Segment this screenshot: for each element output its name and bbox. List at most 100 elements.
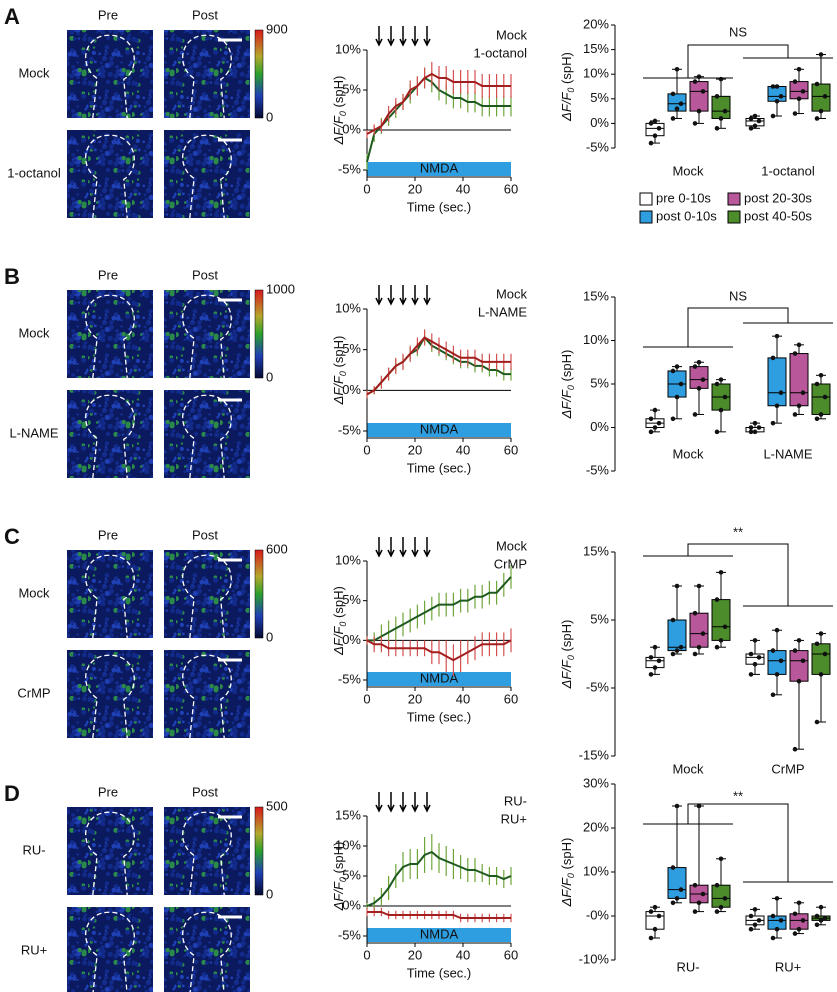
data-point: [700, 89, 706, 94]
data-point: [648, 121, 654, 126]
image: [67, 130, 153, 218]
image: [67, 907, 153, 992]
data-point: [696, 803, 702, 809]
x-axis-label: Time (sec.): [407, 199, 472, 214]
stimulus-arrow: [423, 285, 431, 306]
significance-bracket: [643, 803, 833, 883]
trace-line: [367, 576, 512, 642]
x-tick-label: 0: [363, 181, 370, 196]
stimulus-bar: [367, 162, 511, 176]
x-tick-label: 60: [504, 442, 518, 457]
data-point: [796, 926, 802, 932]
data-point: [670, 368, 676, 374]
colorbar-tick-label: 900: [266, 21, 288, 36]
stimulus-arrow: [387, 26, 395, 47]
data-point: [648, 429, 654, 435]
data-point: [792, 648, 798, 653]
data-point: [722, 108, 728, 114]
row-label: RU-: [22, 842, 45, 857]
box: [667, 867, 687, 899]
box: [767, 357, 787, 407]
data-point: [696, 108, 702, 114]
data-point: [792, 111, 798, 116]
data-point: [718, 570, 724, 575]
legend-swatch: [639, 210, 653, 224]
stimulus-arrow: [399, 285, 407, 306]
image: [164, 390, 250, 478]
group-label: RU+: [775, 959, 801, 974]
y-axis-label: ΔF/F0 (spH): [331, 586, 348, 656]
colorbar-tick-label: 0: [266, 886, 273, 901]
data-point: [818, 108, 824, 114]
data-point: [652, 425, 658, 430]
data-point: [674, 364, 680, 369]
legend-entry: L-NAME: [478, 304, 527, 319]
y-axis-label: ΔF/F0 (spH): [559, 52, 576, 122]
data-point: [652, 904, 658, 910]
y-tick-label: -5%: [586, 679, 610, 694]
data-point: [714, 126, 720, 131]
stimulus-arrow: [423, 26, 431, 47]
data-point: [652, 665, 658, 670]
significance-bracket: [643, 44, 833, 79]
stimulus-arrow: [411, 792, 419, 813]
data-point: [818, 918, 824, 923]
data-point: [656, 913, 662, 919]
box: [711, 599, 731, 641]
data-point: [656, 126, 662, 131]
data-point: [670, 416, 676, 422]
data-point: [792, 412, 798, 417]
data-point: [748, 429, 754, 435]
data-point: [718, 407, 724, 413]
x-axis-label: Time (sec.): [407, 965, 472, 980]
significance-label: **: [733, 788, 743, 803]
colorbar: [254, 549, 264, 639]
column-label: Pre: [98, 7, 118, 22]
data-point: [748, 425, 754, 430]
legend-entry: pre 0-10s: [656, 190, 711, 205]
data-point: [748, 116, 754, 121]
group-label: 1-octanol: [761, 163, 815, 178]
data-point: [648, 672, 654, 677]
data-point: [674, 66, 680, 72]
data-point: [770, 355, 776, 361]
group-label: CrMP: [771, 761, 804, 776]
data-point: [692, 121, 698, 126]
image: [164, 650, 250, 738]
data-point: [656, 658, 662, 664]
x-tick-label: 40: [456, 442, 470, 457]
y-tick-label: 5%: [342, 867, 361, 882]
data-point: [774, 672, 780, 677]
y-tick-label: -5%: [586, 139, 610, 154]
y-tick-label: 0%: [342, 632, 361, 647]
image: [67, 650, 153, 738]
data-point: [670, 651, 676, 657]
data-point: [818, 631, 824, 636]
y-tick-label: 10%: [583, 863, 609, 878]
data-point: [674, 803, 680, 809]
group-label: Mock: [672, 446, 704, 461]
x-tick-label: 0: [363, 947, 370, 962]
y-tick-label: -15%: [579, 747, 610, 762]
data-point: [792, 911, 798, 917]
y-axis-label: ΔF/F0 (spH): [559, 350, 576, 420]
data-point: [818, 904, 824, 910]
data-point: [770, 113, 776, 119]
colorbar-tick-label: 1000: [266, 281, 295, 296]
data-point: [752, 922, 758, 928]
data-point: [670, 91, 676, 97]
panel-label: B: [4, 264, 20, 289]
data-point: [648, 140, 654, 146]
data-point: [652, 644, 658, 650]
colorbar: [254, 29, 264, 119]
data-point: [692, 651, 698, 657]
data-point: [652, 926, 658, 932]
y-tick-label: -5%: [338, 161, 362, 176]
x-tick-label: 20: [408, 181, 422, 196]
data-point: [648, 416, 654, 422]
legend-swatch: [727, 192, 741, 206]
colorbar-tick-label: 500: [266, 798, 288, 813]
y-tick-label: 0%: [342, 382, 361, 397]
data-point: [752, 113, 758, 119]
stimulus-bar-label: NMDA: [420, 926, 459, 941]
